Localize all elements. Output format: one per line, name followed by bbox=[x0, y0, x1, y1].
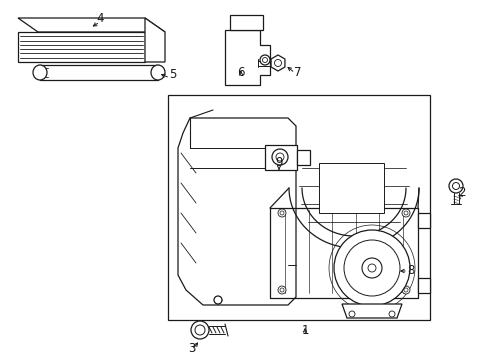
Circle shape bbox=[214, 296, 222, 304]
Circle shape bbox=[195, 325, 204, 335]
Circle shape bbox=[361, 258, 381, 278]
Circle shape bbox=[348, 311, 354, 317]
Circle shape bbox=[280, 211, 284, 215]
Polygon shape bbox=[296, 150, 309, 165]
Text: 3: 3 bbox=[188, 342, 195, 355]
Ellipse shape bbox=[151, 65, 164, 80]
Text: 1: 1 bbox=[301, 324, 308, 337]
Circle shape bbox=[333, 230, 409, 306]
Polygon shape bbox=[417, 213, 429, 228]
Polygon shape bbox=[229, 15, 263, 30]
Text: 9: 9 bbox=[275, 157, 282, 170]
Text: 7: 7 bbox=[294, 66, 301, 78]
Circle shape bbox=[448, 179, 462, 193]
Circle shape bbox=[275, 153, 284, 161]
Circle shape bbox=[367, 264, 375, 272]
Circle shape bbox=[191, 321, 208, 339]
Polygon shape bbox=[417, 278, 429, 293]
Polygon shape bbox=[178, 118, 295, 305]
Circle shape bbox=[260, 55, 269, 65]
Polygon shape bbox=[270, 55, 285, 71]
Circle shape bbox=[403, 288, 407, 292]
Polygon shape bbox=[341, 304, 401, 318]
Circle shape bbox=[278, 286, 285, 294]
Polygon shape bbox=[168, 95, 429, 320]
Circle shape bbox=[401, 286, 409, 294]
Circle shape bbox=[278, 209, 285, 217]
Circle shape bbox=[343, 240, 399, 296]
Polygon shape bbox=[224, 30, 269, 85]
Circle shape bbox=[262, 58, 267, 63]
Circle shape bbox=[388, 311, 394, 317]
Text: 5: 5 bbox=[169, 68, 176, 81]
Text: 6: 6 bbox=[237, 66, 244, 78]
Circle shape bbox=[274, 59, 281, 67]
Circle shape bbox=[271, 149, 287, 165]
Ellipse shape bbox=[33, 65, 47, 80]
Polygon shape bbox=[18, 18, 164, 32]
Text: 4: 4 bbox=[96, 12, 103, 24]
Polygon shape bbox=[318, 163, 383, 213]
Polygon shape bbox=[40, 65, 158, 80]
Text: 8: 8 bbox=[407, 264, 414, 276]
Polygon shape bbox=[18, 32, 145, 62]
Circle shape bbox=[451, 183, 459, 189]
Circle shape bbox=[401, 209, 409, 217]
Polygon shape bbox=[264, 145, 296, 170]
Polygon shape bbox=[145, 18, 164, 62]
Circle shape bbox=[280, 288, 284, 292]
Circle shape bbox=[403, 211, 407, 215]
Text: 2: 2 bbox=[457, 186, 465, 199]
